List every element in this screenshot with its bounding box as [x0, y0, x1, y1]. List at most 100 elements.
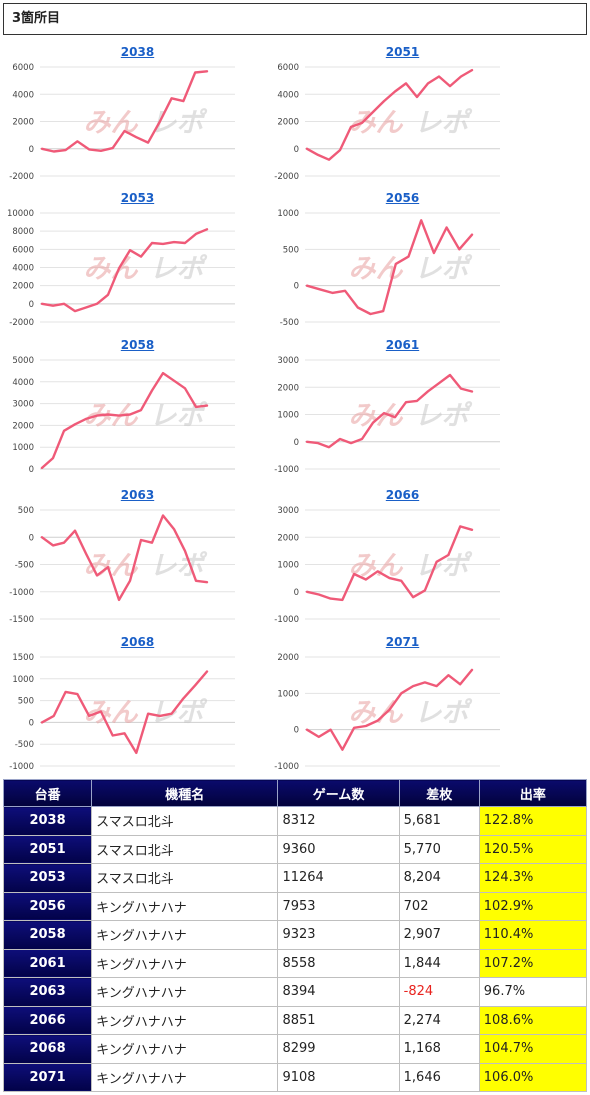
machine-name-cell: キングハナハナ: [91, 920, 279, 950]
line-chart-svg: -1000 -500 0 500 1000 1500 みん レポ: [9, 653, 235, 772]
y-tick-label: 0: [294, 726, 299, 736]
game-count-cell: 8394: [277, 977, 400, 1007]
y-tick-label: 3000: [277, 506, 299, 516]
game-count-cell: 7953: [277, 891, 400, 921]
col-header-machine: 機種名: [91, 779, 279, 807]
table-row: 2053 スマスロ北斗 11264 8,204 124.3%: [2, 863, 588, 893]
svg-text:レポ: レポ: [415, 254, 473, 285]
game-count-cell: 11264: [277, 863, 400, 893]
chart-2038: 2038 -2000 0 2000 4000 6000 みん レポ: [3, 45, 288, 190]
machine-number-cell: 2063: [2, 977, 93, 1007]
table-row: 2068 キングハナハナ 8299 1,168 104.7%: [2, 1034, 588, 1064]
series-line: [40, 228, 209, 313]
diff-coins-cell: -824: [398, 977, 480, 1007]
chart-title-link[interactable]: 2058: [120, 338, 155, 352]
game-count-cell: 9108: [277, 1062, 400, 1092]
y-tick-label: 0: [29, 145, 34, 155]
y-tick-label: -1000: [274, 615, 299, 625]
table-row: 2038 スマスロ北斗 8312 5,681 122.8%: [2, 806, 588, 836]
payout-rate-cell: 102.9%: [478, 891, 588, 921]
payout-rate-cell: 104.7%: [478, 1034, 588, 1064]
chart-title-link[interactable]: 2061: [385, 338, 420, 352]
machine-name-cell: キングハナハナ: [91, 1005, 279, 1035]
y-tick-label: 2000: [12, 282, 34, 292]
y-tick-label: 4000: [12, 264, 34, 274]
y-tick-label: 500: [18, 697, 34, 707]
line-chart-svg: -500 0 500 1000 みん レポ: [277, 209, 500, 328]
y-tick-label: 4000: [277, 90, 299, 100]
line-chart-svg: -2000 0 2000 4000 6000 みん レポ: [9, 63, 235, 182]
machine-number-cell: 2066: [2, 1005, 93, 1035]
svg-text:レポ: レポ: [150, 254, 208, 285]
series-line: [40, 514, 209, 602]
y-tick-label: -2000: [274, 172, 299, 182]
y-tick-label: 6000: [12, 63, 34, 73]
y-tick-label: 0: [29, 300, 34, 310]
svg-text:みん: みん: [84, 254, 139, 285]
game-count-cell: 9323: [277, 920, 400, 950]
y-tick-label: 2000: [277, 533, 299, 543]
machine-number-cell: 2071: [2, 1062, 93, 1092]
y-tick-label: 3000: [277, 356, 299, 366]
y-tick-label: 5000: [12, 356, 34, 366]
machine-name-cell: キングハナハナ: [91, 1062, 279, 1092]
machine-name-cell: キングハナハナ: [91, 891, 279, 921]
y-tick-label: 0: [29, 533, 34, 543]
table-row: 2061 キングハナハナ 8558 1,844 107.2%: [2, 948, 588, 978]
series-line: [305, 68, 474, 161]
chart-title-link[interactable]: 2056: [385, 191, 420, 205]
y-tick-label: -1500: [9, 615, 34, 625]
table-row: 2056 キングハナハナ 7953 702 102.9%: [2, 891, 588, 921]
machine-number-cell: 2051: [2, 834, 93, 864]
chart-title-link[interactable]: 2038: [120, 45, 155, 59]
game-count-cell: 8558: [277, 948, 400, 978]
y-tick-label: 2000: [277, 118, 299, 128]
y-tick-label: 1000: [12, 443, 34, 453]
chart-title-link[interactable]: 2051: [385, 45, 420, 59]
chart-title-link[interactable]: 2066: [385, 488, 420, 502]
diff-coins-cell: 2,907: [398, 920, 480, 950]
chart-2056: 2056 -500 0 500 1000 みん レポ: [268, 191, 553, 336]
table-row: 2066 キングハナハナ 8851 2,274 108.6%: [2, 1005, 588, 1035]
chart-title-link[interactable]: 2068: [120, 635, 155, 649]
line-chart-svg: -1000 0 1000 2000 3000 みん レポ: [274, 506, 500, 625]
diff-coins-cell: 1,168: [398, 1034, 480, 1064]
machine-number-cell: 2058: [2, 920, 93, 950]
machine-name-cell: キングハナハナ: [91, 948, 279, 978]
machine-name-cell: キングハナハナ: [91, 1034, 279, 1064]
chart-2058: 2058 0 1000 2000 3000 4000 5000 みん レポ: [3, 338, 288, 483]
y-tick-label: -500: [15, 561, 34, 571]
chart-title-link[interactable]: 2071: [385, 635, 420, 649]
line-chart-svg: -1000 0 1000 2000 3000 みん レポ: [274, 356, 500, 475]
watermark-logo: みん レポ: [349, 698, 473, 729]
y-tick-label: -1000: [274, 465, 299, 475]
machine-number-cell: 2038: [2, 806, 93, 836]
svg-text:みん: みん: [349, 108, 404, 139]
line-chart-svg: -2000 0 2000 4000 6000 みん レポ: [274, 63, 500, 182]
y-tick-label: 1000: [277, 689, 299, 699]
chart-title-link[interactable]: 2053: [120, 191, 155, 205]
machine-number-cell: 2053: [2, 863, 93, 893]
y-tick-label: -2000: [9, 172, 34, 182]
chart-2053: 2053 -2000 0 2000 4000 6000 8000 10000 みん レポ: [3, 191, 288, 336]
y-tick-label: 2000: [277, 653, 299, 663]
y-tick-label: 4000: [12, 90, 34, 100]
payout-rate-cell: 124.3%: [478, 863, 588, 893]
game-count-cell: 8299: [277, 1034, 400, 1064]
game-count-cell: 8312: [277, 806, 400, 836]
diff-coins-cell: 1,844: [398, 948, 480, 978]
machine-table: 台番 機種名 ゲーム数 差枚 出率 2038 スマスロ北斗 8312 5,681 122…: [2, 779, 588, 1092]
payout-rate-cell: 108.6%: [478, 1005, 588, 1035]
watermark-logo: みん レポ: [349, 401, 473, 432]
y-tick-label: 1000: [12, 675, 34, 685]
chart-2061: 2061 -1000 0 1000 2000 3000 みん レポ: [268, 338, 553, 483]
svg-text:レポ: レポ: [415, 401, 473, 432]
series-line: [40, 371, 209, 470]
watermark-logo: みん レポ: [84, 551, 208, 582]
watermark-logo: みん レポ: [349, 108, 473, 139]
chart-title-link[interactable]: 2063: [120, 488, 155, 502]
y-tick-label: -1000: [274, 762, 299, 772]
watermark-logo: みん レポ: [84, 254, 208, 285]
col-header-rate: 出率: [478, 779, 588, 807]
chart-2051: 2051 -2000 0 2000 4000 6000 みん レポ: [268, 45, 553, 190]
